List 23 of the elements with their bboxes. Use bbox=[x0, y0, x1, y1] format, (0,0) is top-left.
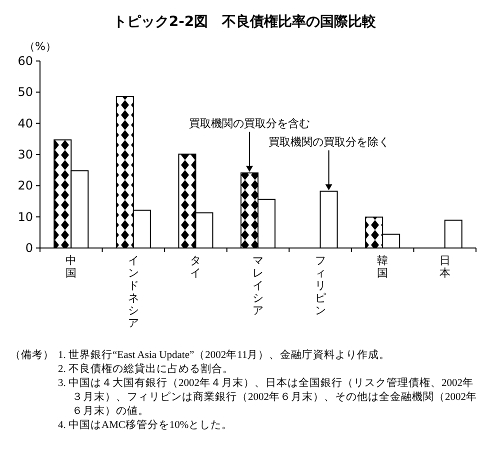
text: 3. 中国は４大国有銀行（2002年４月末）、日本は全国銀行（リスク管理債権、2002年３月末）、フィリピンは商業銀行（2002年６月末）、その他は全金融機関（2002年６月末）の値。 bbox=[57, 377, 478, 419]
text: （備考） bbox=[10, 349, 54, 363]
category: マレイシア bbox=[252, 254, 264, 317]
text: 2. 不良債権の総貸出に占める割合。 bbox=[57, 363, 234, 377]
y-tick-label: 50 bbox=[18, 85, 33, 100]
ylabel: （%） bbox=[24, 40, 56, 53]
series-label: 買取機関の買取分を含む bbox=[189, 116, 310, 130]
y-tick-label: 60 bbox=[18, 54, 33, 68]
y-tick-label: 0 bbox=[25, 241, 33, 255]
y-tick-label: 30 bbox=[18, 148, 33, 162]
category: 韓国 bbox=[377, 254, 388, 280]
text: 1. 世界銀行“East Asia Update”（2002年11月）、金融庁資料より作成。 bbox=[58, 350, 390, 361]
y-tick-label: 20 bbox=[18, 178, 33, 193]
series-label: 買取機関の買取分を除く bbox=[268, 135, 390, 148]
category: フィリピン bbox=[314, 254, 326, 317]
text: 4. 中国はAMC移管分を10%とした。 bbox=[57, 419, 234, 433]
category: 中国 bbox=[66, 254, 77, 280]
y-tick-label: 10 bbox=[18, 210, 33, 224]
y-tick-label: 40 bbox=[18, 116, 33, 130]
title: トピック2-2図 不良債権比率の国際比較 bbox=[112, 14, 376, 30]
category: インドネシア bbox=[128, 254, 139, 330]
category: 日本 bbox=[439, 254, 450, 280]
category: タイ bbox=[190, 254, 202, 280]
